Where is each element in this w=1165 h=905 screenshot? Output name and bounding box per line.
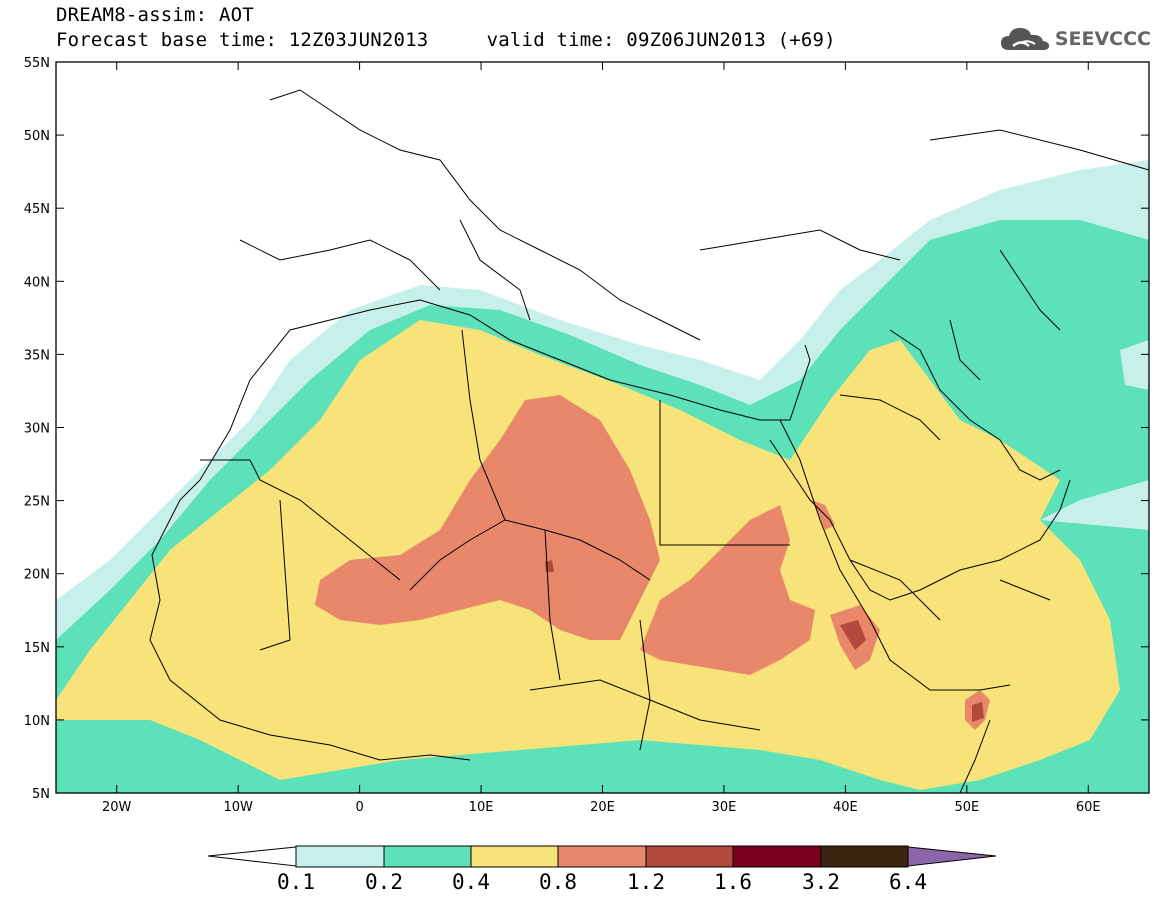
lat-tick-label: 5N — [32, 787, 50, 802]
lon-tick-label: 20E — [590, 800, 615, 815]
lat-tick-label: 20N — [24, 568, 50, 583]
lon-tick-label: 10W — [223, 800, 253, 815]
lon-tick-label: 0 — [355, 800, 363, 815]
colorbar-swatch-0.2-0.4 — [383, 845, 472, 868]
aot-contour-caspian — [1120, 340, 1149, 390]
lon-tick-label: 40E — [833, 800, 858, 815]
colorbar-swatch-3.2-6.4 — [820, 845, 909, 868]
colorbar-label: 0.2 — [365, 870, 403, 894]
aot-contour-1.2-b — [840, 620, 866, 650]
lat-tick-label: 15N — [24, 641, 50, 656]
colorbar — [207, 845, 997, 868]
seevccc-logo: SEEVCCC — [999, 24, 1151, 54]
colorbar-swatch-0.1-0.2 — [295, 845, 385, 868]
lat-tick-label: 30N — [24, 422, 50, 437]
cloud-icon — [1000, 28, 1049, 50]
logo-text: SEEVCCC — [1054, 28, 1151, 50]
lat-tick-label: 50N — [24, 129, 50, 144]
lon-tick-label: 60E — [1076, 800, 1101, 815]
coastlines — [149, 89, 1149, 793]
latitude-axis: 55N 50N 45N 40N 35N 30N 25N 20N 15N 10N 5N — [24, 56, 1149, 802]
colorbar-label: 1.6 — [714, 870, 752, 894]
map-subtitle: Forecast base time: 12Z03JUN2013 valid t… — [56, 29, 836, 51]
colorbar-label: 0.4 — [452, 870, 490, 894]
lon-tick-label: 10E — [469, 800, 494, 815]
colorbar-high-arrow — [907, 846, 997, 867]
colorbar-label: 1.2 — [627, 870, 665, 894]
lat-tick-label: 40N — [24, 275, 50, 290]
aot-contour-1.2-c — [972, 702, 984, 722]
colorbar-low-arrow — [207, 846, 297, 867]
longitude-axis: 20W 10W 0 10E 20E 30E 40E 50E 60E — [102, 62, 1101, 815]
map-title: DREAM8-assim: AOT — [56, 4, 254, 26]
colorbar-label: 0.1 — [277, 870, 315, 894]
colorbar-label: 3.2 — [802, 870, 840, 894]
lon-tick-label: 50E — [954, 800, 979, 815]
lat-tick-label: 45N — [24, 202, 50, 217]
aot-contour-0.8-sudan — [640, 505, 815, 675]
colorbar-swatch-1.2-1.6 — [645, 845, 734, 868]
colorbar-swatch-0.8-1.2 — [557, 845, 647, 868]
aot-field — [56, 62, 1149, 793]
colorbar-swatch-1.6-3.2 — [732, 845, 822, 868]
colorbar-label: 6.4 — [889, 870, 927, 894]
aot-contour-0.8-sahara — [315, 395, 660, 640]
lon-tick-label: 30E — [712, 800, 737, 815]
lat-tick-label: 35N — [24, 348, 50, 363]
lat-tick-label: 10N — [24, 714, 50, 729]
lat-tick-label: 55N — [24, 56, 50, 71]
colorbar-label: 0.8 — [539, 870, 577, 894]
lon-tick-label: 20W — [102, 800, 132, 815]
colorbar-swatch-0.4-0.8 — [470, 845, 559, 868]
lat-tick-label: 25N — [24, 495, 50, 510]
